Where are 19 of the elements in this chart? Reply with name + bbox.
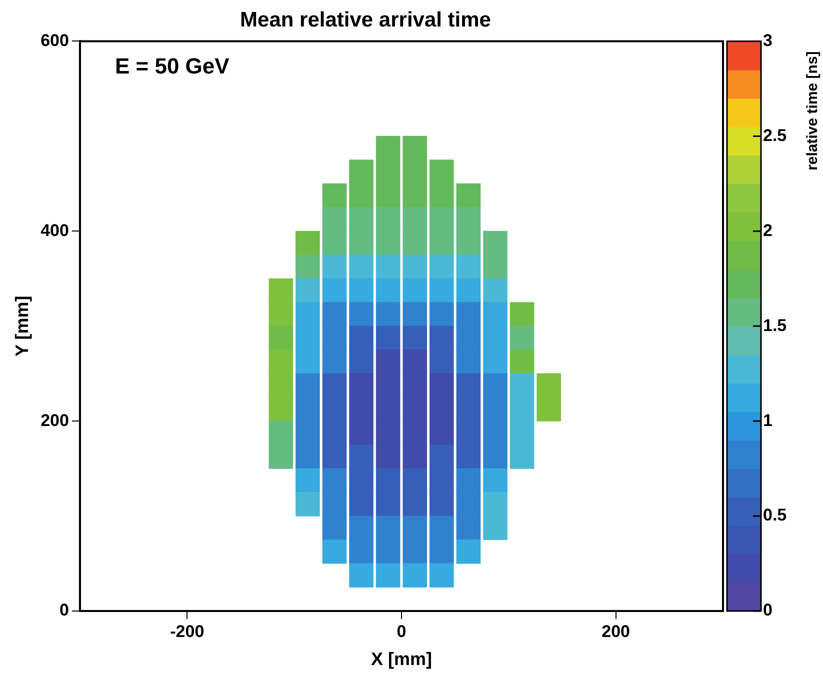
chart-title: Mean relative arrival time [240, 8, 491, 32]
y-tick-label: 400 [40, 220, 69, 240]
annotation: E = 50 GeV [114, 53, 230, 78]
y-tick-label: 0 [59, 600, 69, 620]
y-tick-label: 200 [40, 410, 69, 430]
y-axis-title: Y [mm] [12, 296, 32, 356]
color-bar-label: 0 [763, 600, 772, 620]
color-bar-title: relative time [ns] [804, 51, 822, 170]
x-tick-label: 200 [602, 622, 630, 641]
x-axis-title: X [mm] [370, 649, 432, 670]
color-bar-label: 3 [763, 30, 772, 50]
color-bar-label: 0.5 [763, 506, 787, 525]
color-bar-label: 2.5 [763, 126, 787, 145]
color-bar-label: 1.5 [763, 316, 787, 335]
color-bar-label: 1 [763, 410, 772, 430]
color-bar-label: 2 [763, 220, 772, 240]
y-tick-label: 600 [40, 30, 69, 50]
x-tick-label: -200 [170, 622, 204, 641]
x-tick-label: 0 [396, 622, 406, 641]
